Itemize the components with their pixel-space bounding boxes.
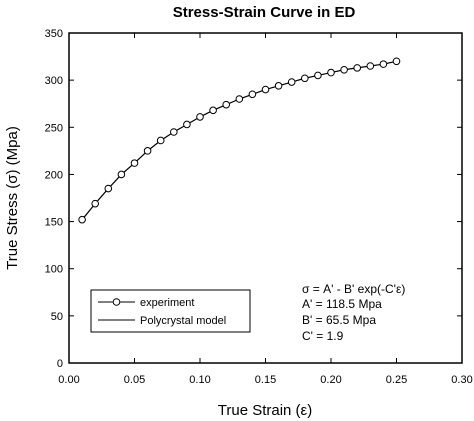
experiment-point xyxy=(91,199,99,208)
chart-title: Stress-Strain Curve in ED xyxy=(173,4,356,21)
y-tick-label: 50 xyxy=(51,311,63,323)
experiment-point xyxy=(183,120,191,129)
experiment-point xyxy=(104,184,113,193)
y-tick-label: 350 xyxy=(45,28,63,40)
series-experiment xyxy=(78,57,401,224)
x-tick-label: 0.00 xyxy=(58,374,79,386)
experiment-point xyxy=(287,78,296,86)
x-tick-label: 0.20 xyxy=(320,374,341,386)
y-tick-label: 300 xyxy=(45,75,63,87)
equation-c-prime: C' = 1.9 xyxy=(302,329,344,343)
experiment-point xyxy=(156,136,165,145)
experiment-point xyxy=(222,100,230,109)
experiment-point xyxy=(379,60,388,68)
legend-box xyxy=(90,289,251,333)
y-tick-label: 150 xyxy=(45,217,63,229)
experiment-point xyxy=(170,128,178,136)
equation-a-prime: A' = 118.5 Mpa xyxy=(302,297,382,311)
experiment-point xyxy=(143,147,152,155)
experiment-point xyxy=(248,90,257,99)
y-tick-label: 200 xyxy=(45,169,63,181)
equation-formula: σ = A' - B' exp(-C'ε) xyxy=(302,282,405,296)
experiment-point xyxy=(130,159,139,167)
experiment-point xyxy=(117,170,126,179)
x-tick-label: 0.30 xyxy=(451,374,472,386)
x-tick-label: 0.05 xyxy=(124,374,145,386)
legend-experiment-marker xyxy=(112,298,121,306)
experiment-point xyxy=(261,85,270,94)
experiment-point xyxy=(366,62,375,70)
x-axis-ticks: 0.00 0.05 0.10 0.15 0.20 0.25 0.30 xyxy=(58,33,473,386)
legend-label-polycrystal-model: Polycrystal model xyxy=(140,315,226,327)
series-polycrystal-model xyxy=(81,60,397,221)
x-axis-label: True Strain (ε) xyxy=(218,402,312,419)
equation-annotation: σ = A' - B' exp(-C'ε) A' = 118.5 Mpa B' … xyxy=(302,282,405,343)
polycrystal-model-line xyxy=(81,60,397,221)
legend-label-experiment: experiment xyxy=(140,297,194,309)
y-tick-label: 100 xyxy=(45,264,63,276)
experiment-point xyxy=(392,57,401,66)
experiment-point xyxy=(235,95,244,103)
experiment-point xyxy=(301,74,309,83)
experiment-point xyxy=(196,113,204,121)
experiment-point xyxy=(274,82,283,90)
equation-b-prime: B' = 65.5 Mpa xyxy=(302,313,376,327)
experiment-point xyxy=(327,68,335,77)
experiment-point xyxy=(314,71,322,80)
y-axis-ticks: 0 50 100 150 200 250 300 350 xyxy=(45,28,462,370)
y-axis-label: True Stress (σ) (Mpa) xyxy=(4,126,21,270)
legend: experiment Polycrystal model xyxy=(90,289,251,333)
x-tick-label: 0.25 xyxy=(386,374,407,386)
x-tick-label: 0.15 xyxy=(255,374,276,386)
experiment-point xyxy=(340,65,348,74)
experiment-point xyxy=(78,215,86,224)
experiment-point xyxy=(209,106,217,115)
x-tick-label: 0.10 xyxy=(189,374,210,386)
experiment-point xyxy=(353,64,362,72)
y-tick-label: 250 xyxy=(45,122,63,134)
y-tick-label: 0 xyxy=(57,358,63,370)
